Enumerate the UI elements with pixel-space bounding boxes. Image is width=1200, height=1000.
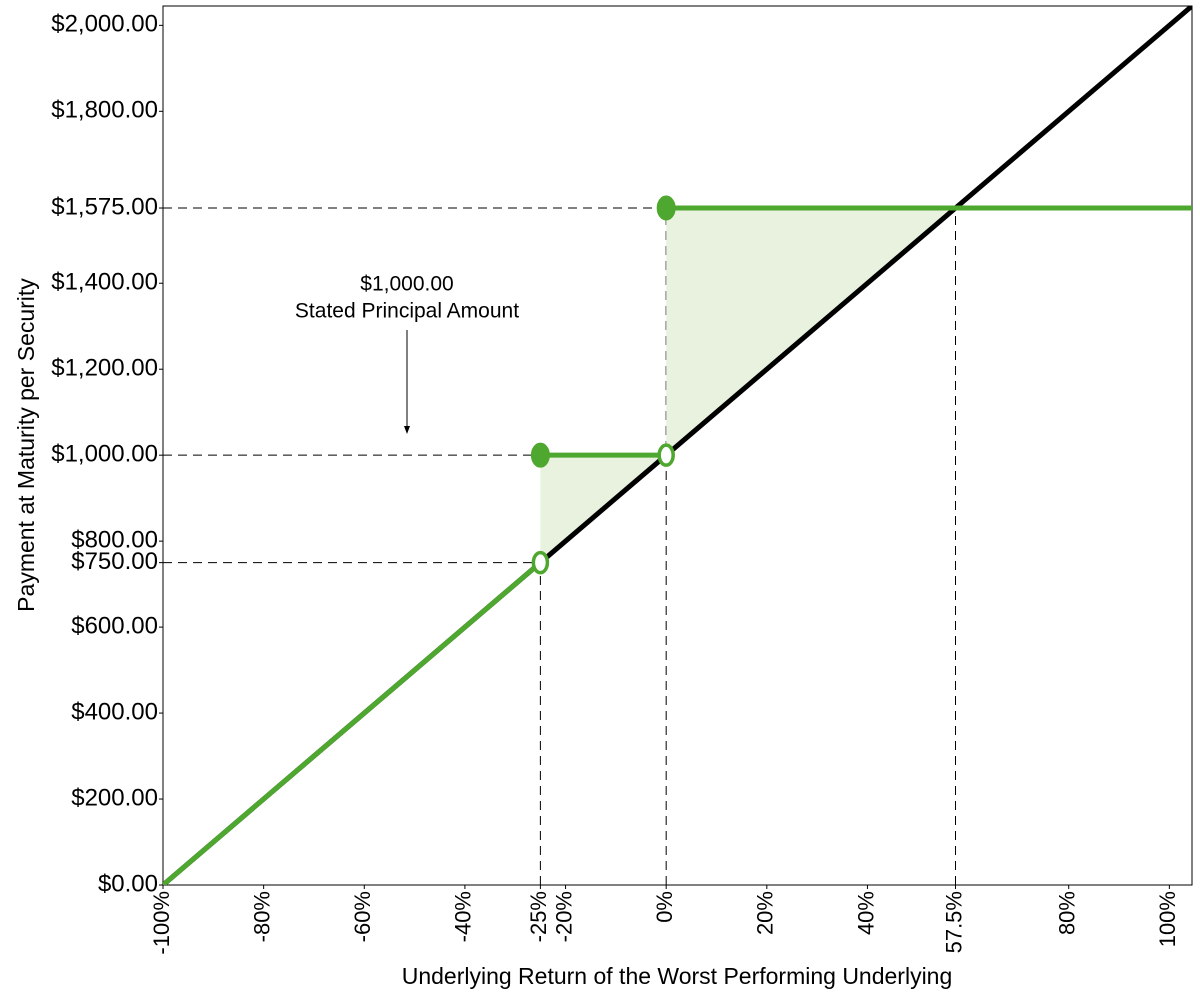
- annotation-line: Stated Principal Amount: [295, 300, 519, 323]
- y-tick-label: $750.00: [71, 548, 158, 575]
- x-tick-label: -40%: [451, 891, 476, 942]
- y-tick-label: $2,000.00: [51, 11, 158, 38]
- marker: [531, 550, 550, 575]
- x-tick-label: 20%: [753, 891, 778, 935]
- y-tick-label: $0.00: [98, 870, 158, 897]
- x-tick-label: -80%: [249, 891, 274, 942]
- x-tick-label: -100%: [149, 891, 174, 955]
- x-tick-label: -20%: [551, 891, 576, 942]
- y-tick-label: $400.00: [71, 698, 158, 725]
- y-tick-label: $1,200.00: [51, 355, 158, 382]
- plot-frame: [162, 5, 1193, 886]
- x-tick-label: 80%: [1055, 891, 1080, 935]
- y-tick-label: $1,400.00: [51, 269, 158, 296]
- y-tick-label: $1,800.00: [51, 97, 158, 124]
- x-tick-label: 57.5%: [941, 891, 966, 953]
- series-line: [163, 205, 1192, 885]
- annotation-line: $1,000.00: [360, 273, 453, 296]
- marker: [657, 443, 675, 467]
- x-tick-label: -60%: [350, 891, 375, 942]
- x-tick-label: 0%: [652, 891, 677, 923]
- y-axis-title: Payment at Maturity per Security: [13, 278, 39, 612]
- x-axis-title: Underlying Return of the Worst Performin…: [402, 963, 953, 989]
- y-tick-label: $1,575.00: [51, 193, 158, 220]
- marker: [530, 442, 550, 468]
- x-tick-label: 40%: [853, 891, 878, 935]
- y-tick-label: $600.00: [71, 612, 158, 639]
- y-tick-label: $800.00: [71, 526, 158, 553]
- x-tick-label: 100%: [1155, 891, 1180, 947]
- y-tick-label: $1,000.00: [51, 441, 158, 468]
- marker: [656, 195, 676, 221]
- plot: $0.00 $200.00 $400.00 $600.00 $750.00$800.00…: [51, 5, 1193, 955]
- y-tick-label: $200.00: [71, 784, 158, 811]
- x-tick-label: -25%: [526, 891, 551, 942]
